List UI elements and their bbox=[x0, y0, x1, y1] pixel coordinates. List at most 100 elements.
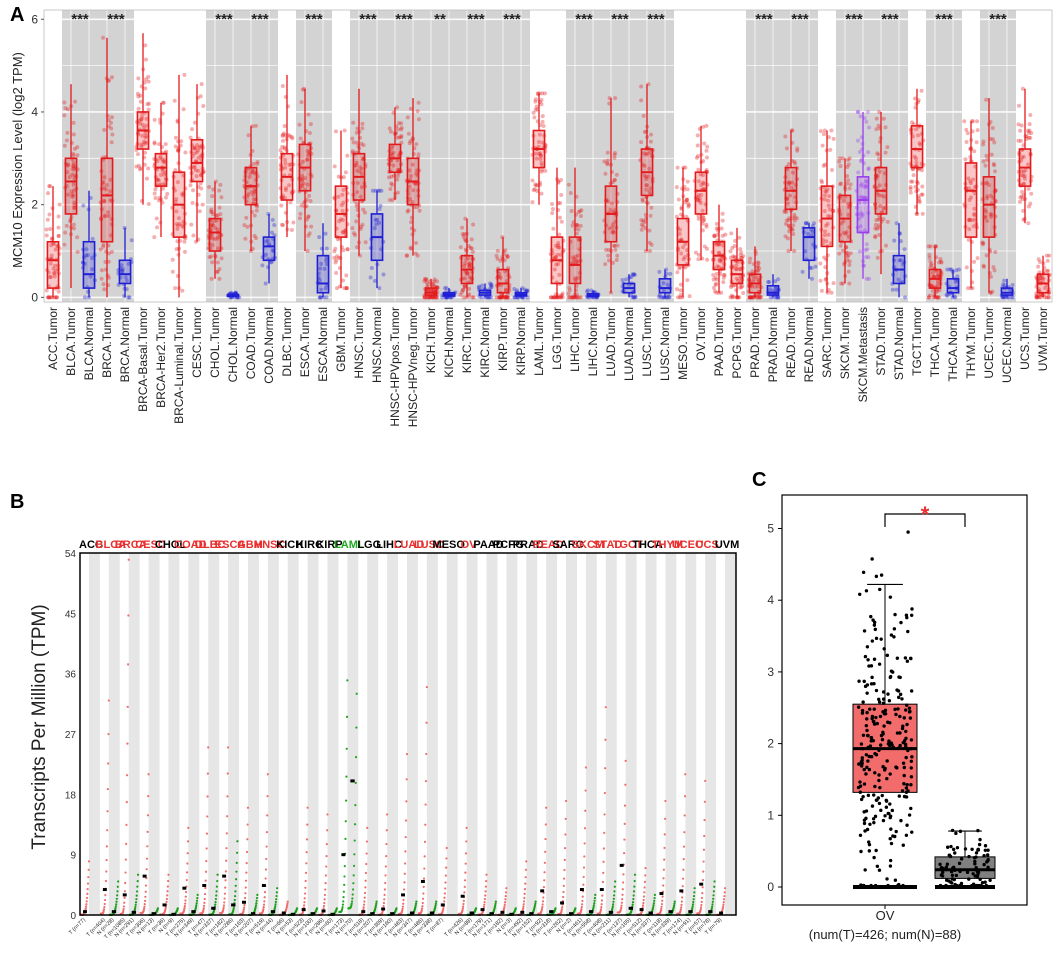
data-point bbox=[602, 159, 607, 164]
data-point bbox=[135, 91, 140, 96]
data-point bbox=[198, 144, 203, 149]
x-tick-label: ESCA.Normal bbox=[316, 307, 330, 382]
tumor-dot bbox=[484, 890, 487, 893]
data-point bbox=[71, 226, 76, 231]
tumor-dot bbox=[682, 845, 686, 848]
data-point bbox=[174, 197, 179, 202]
data-point bbox=[120, 267, 125, 272]
tumor-dot bbox=[103, 905, 106, 909]
data-point bbox=[866, 150, 871, 155]
tumor-dot bbox=[245, 871, 248, 874]
tumor-dot bbox=[143, 905, 146, 908]
tumor-dot bbox=[362, 908, 365, 911]
data-point bbox=[108, 189, 113, 194]
data-point bbox=[332, 249, 337, 254]
normal-dot bbox=[215, 890, 218, 893]
tumor-dot bbox=[124, 881, 127, 885]
data-point bbox=[732, 255, 737, 260]
normal-dot bbox=[632, 894, 635, 897]
tumor-dot bbox=[701, 886, 704, 889]
data-point bbox=[209, 276, 214, 281]
data-point bbox=[65, 163, 70, 168]
iqr-box bbox=[100, 157, 114, 243]
tumor-dot bbox=[564, 799, 568, 803]
data-point bbox=[471, 222, 476, 227]
normal-dot bbox=[234, 884, 237, 887]
tumor-dot bbox=[123, 901, 126, 904]
tumor-dot bbox=[504, 898, 507, 901]
x-tick-label: CHOL.Normal bbox=[226, 307, 240, 382]
normal-dot bbox=[295, 907, 299, 910]
data-point bbox=[47, 184, 52, 189]
data-point bbox=[539, 98, 544, 103]
data-point bbox=[109, 126, 114, 131]
data-point bbox=[323, 231, 328, 236]
tumor-dot bbox=[87, 860, 91, 863]
data-point bbox=[254, 236, 259, 241]
tumor-dot bbox=[404, 819, 408, 822]
data-point bbox=[908, 190, 913, 195]
comparison-shade bbox=[62, 10, 98, 302]
data-point bbox=[178, 143, 183, 148]
significance-stars: *** bbox=[359, 11, 377, 28]
tumor-dot bbox=[206, 795, 209, 798]
data-point bbox=[920, 184, 925, 189]
normal-dot bbox=[691, 905, 694, 908]
tumor-dot bbox=[544, 837, 547, 841]
data-point bbox=[1028, 112, 1033, 117]
data-point bbox=[107, 78, 112, 83]
y-tick-label: 36 bbox=[65, 670, 77, 681]
data-point bbox=[215, 260, 220, 265]
tumor-dot bbox=[544, 823, 547, 826]
data-point bbox=[250, 169, 255, 174]
tumor-dot bbox=[564, 833, 567, 836]
tumor-dot bbox=[425, 685, 428, 689]
tumor-dot bbox=[462, 899, 465, 902]
data-point bbox=[612, 152, 617, 157]
tumor-dot bbox=[365, 852, 368, 855]
data-point bbox=[359, 141, 364, 146]
tumor-dot bbox=[127, 614, 130, 617]
normal-dot bbox=[631, 903, 634, 906]
tumor-dot bbox=[225, 859, 228, 862]
data-point bbox=[47, 295, 52, 300]
comparison-shade bbox=[746, 10, 782, 302]
data-point bbox=[846, 162, 851, 167]
data-point bbox=[1019, 194, 1024, 199]
data-point bbox=[657, 269, 662, 274]
data-point bbox=[705, 246, 710, 251]
data-point bbox=[289, 228, 294, 233]
data-point bbox=[164, 149, 169, 154]
tumor-dot bbox=[461, 907, 464, 910]
tumor-dot bbox=[206, 772, 210, 775]
data-point bbox=[678, 288, 683, 293]
data-point bbox=[62, 113, 67, 118]
data-point bbox=[847, 156, 852, 161]
data-point bbox=[75, 153, 80, 158]
data-point bbox=[533, 99, 538, 104]
comparison-shade bbox=[386, 10, 422, 302]
data-point bbox=[272, 223, 277, 228]
data-point bbox=[356, 213, 361, 218]
x-tick-label: HNSC.Tumor bbox=[352, 307, 366, 379]
iqr-box bbox=[424, 287, 438, 296]
tumor-dot bbox=[563, 847, 567, 850]
data-point bbox=[408, 139, 413, 144]
tumor-dot bbox=[623, 804, 627, 807]
data-point bbox=[648, 139, 653, 144]
data-point bbox=[539, 191, 544, 196]
data-point bbox=[161, 159, 166, 164]
data-point bbox=[1036, 264, 1041, 269]
significance-stars: *** bbox=[71, 11, 89, 28]
data-point bbox=[741, 290, 746, 295]
tumor-dot bbox=[263, 891, 267, 894]
data-point bbox=[972, 149, 977, 154]
tumor-dot bbox=[246, 823, 249, 826]
tumor-dot bbox=[166, 885, 169, 888]
x-tick-label: LUSC.Normal bbox=[658, 307, 672, 381]
column-shade bbox=[585, 553, 597, 915]
tumor-dot bbox=[384, 881, 387, 885]
data-point bbox=[210, 260, 215, 265]
data-point bbox=[163, 142, 168, 147]
data-point bbox=[72, 167, 77, 172]
